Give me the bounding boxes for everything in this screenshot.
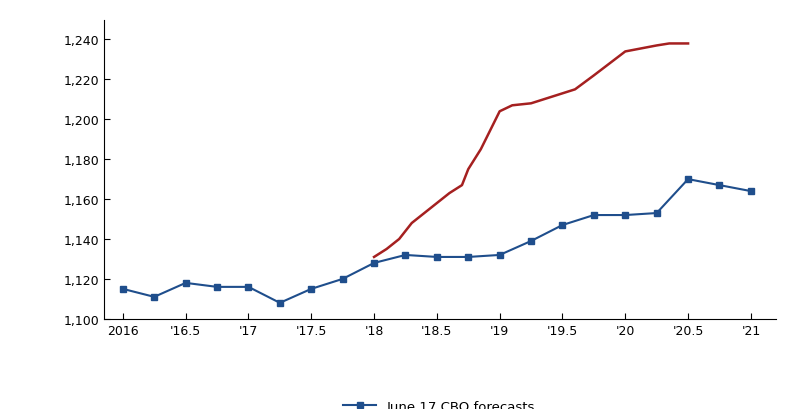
April 18 CBO forecasts: [652, 44, 662, 49]
Legend: June 17 CBO forecasts, April 18 CBO forecasts: June 17 CBO forecasts, April 18 CBO fore…: [338, 395, 542, 409]
April 18 CBO forecasts: [570, 88, 580, 92]
April 18 CBO forecasts: [507, 103, 517, 108]
June 17 CBO forecasts: [746, 189, 756, 194]
June 17 CBO forecasts: [338, 277, 347, 282]
April 18 CBO forecasts: [526, 101, 536, 106]
June 17 CBO forecasts: [401, 253, 410, 258]
April 18 CBO forecasts: [382, 247, 391, 252]
June 17 CBO forecasts: [463, 255, 473, 260]
June 17 CBO forecasts: [275, 301, 285, 306]
June 17 CBO forecasts: [526, 239, 536, 244]
June 17 CBO forecasts: [495, 253, 505, 258]
June 17 CBO forecasts: [306, 287, 316, 292]
Line: June 17 CBO forecasts: June 17 CBO forecasts: [120, 177, 754, 306]
April 18 CBO forecasts: [445, 191, 454, 196]
April 18 CBO forecasts: [476, 147, 486, 152]
April 18 CBO forecasts: [407, 221, 417, 226]
June 17 CBO forecasts: [212, 285, 222, 290]
June 17 CBO forecasts: [714, 183, 724, 188]
June 17 CBO forecasts: [683, 177, 693, 182]
April 18 CBO forecasts: [370, 255, 379, 260]
April 18 CBO forecasts: [621, 50, 630, 55]
June 17 CBO forecasts: [244, 285, 254, 290]
June 17 CBO forecasts: [150, 294, 159, 299]
April 18 CBO forecasts: [665, 42, 674, 47]
June 17 CBO forecasts: [621, 213, 630, 218]
April 18 CBO forecasts: [545, 96, 554, 101]
June 17 CBO forecasts: [432, 255, 442, 260]
April 18 CBO forecasts: [558, 92, 567, 97]
April 18 CBO forecasts: [495, 110, 505, 115]
April 18 CBO forecasts: [589, 74, 598, 79]
April 18 CBO forecasts: [457, 183, 466, 188]
June 17 CBO forecasts: [652, 211, 662, 216]
June 17 CBO forecasts: [370, 261, 379, 266]
April 18 CBO forecasts: [683, 42, 693, 47]
June 17 CBO forecasts: [118, 287, 128, 292]
April 18 CBO forecasts: [419, 211, 429, 216]
Line: April 18 CBO forecasts: April 18 CBO forecasts: [374, 44, 688, 257]
June 17 CBO forecasts: [589, 213, 598, 218]
April 18 CBO forecasts: [394, 237, 404, 242]
June 17 CBO forecasts: [181, 281, 190, 285]
April 18 CBO forecasts: [463, 167, 473, 172]
June 17 CBO forecasts: [558, 223, 567, 228]
April 18 CBO forecasts: [432, 201, 442, 206]
